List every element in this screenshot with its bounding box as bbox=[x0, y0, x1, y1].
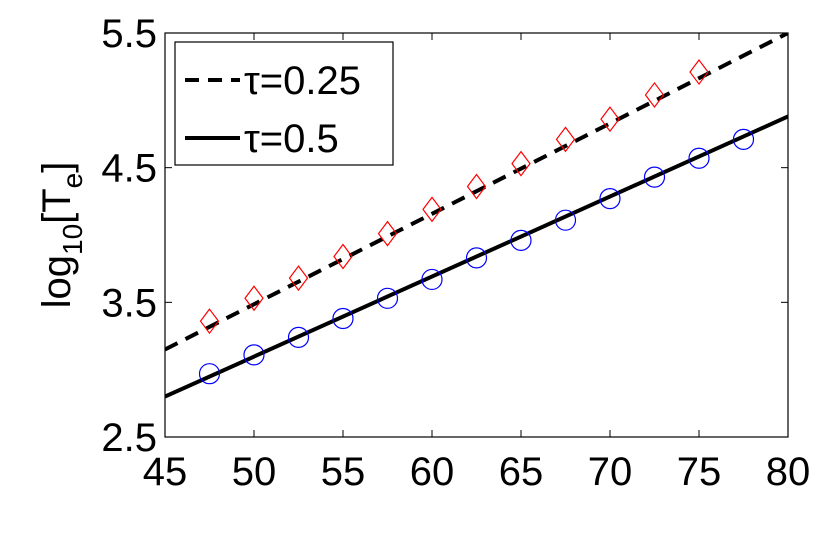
y-label-part: log bbox=[35, 255, 79, 308]
x-tick-label: 70 bbox=[588, 450, 633, 494]
marker bbox=[511, 150, 531, 177]
marker bbox=[600, 106, 620, 133]
marker bbox=[244, 285, 264, 312]
marker bbox=[732, 128, 755, 150]
y-label-part: ] bbox=[35, 162, 79, 173]
marker bbox=[422, 196, 442, 223]
marker bbox=[554, 209, 577, 231]
x-tick-label: 75 bbox=[677, 450, 722, 494]
x-tick-label: 65 bbox=[499, 450, 544, 494]
y-tick-label: 4.5 bbox=[101, 147, 157, 191]
x-tick-label: 55 bbox=[321, 450, 366, 494]
y-tick-label: 2.5 bbox=[101, 416, 157, 460]
x-tick-label: 50 bbox=[232, 450, 277, 494]
marker bbox=[199, 308, 220, 335]
x-tick-label: 80 bbox=[766, 450, 811, 494]
legend-label: τ=0.5 bbox=[244, 117, 339, 161]
y-label-part: e bbox=[57, 173, 88, 189]
series-line bbox=[165, 33, 788, 352]
marker bbox=[198, 363, 221, 385]
marker bbox=[644, 81, 665, 108]
y-label-part: [T bbox=[35, 188, 79, 224]
marker bbox=[377, 220, 398, 247]
plot-frame bbox=[164, 32, 789, 438]
marker bbox=[421, 268, 443, 291]
legend-box bbox=[174, 41, 394, 166]
y-label-part: 10 bbox=[57, 224, 88, 255]
x-tick-label: 60 bbox=[410, 450, 455, 494]
marker bbox=[333, 243, 353, 270]
marker bbox=[466, 173, 487, 200]
y-axis-label: log10[Te] bbox=[35, 162, 88, 309]
marker bbox=[688, 147, 710, 169]
marker bbox=[243, 344, 265, 366]
x-tick-label: 45 bbox=[143, 450, 188, 494]
marker bbox=[599, 188, 621, 210]
marker bbox=[510, 229, 532, 251]
marker bbox=[555, 126, 576, 153]
marker bbox=[288, 265, 309, 292]
legend-label: τ=0.25 bbox=[244, 59, 361, 103]
marker bbox=[643, 166, 666, 188]
marker bbox=[332, 307, 354, 330]
series-line bbox=[165, 114, 788, 399]
y-tick-label: 3.5 bbox=[101, 281, 157, 325]
marker bbox=[287, 326, 310, 348]
marker bbox=[376, 287, 399, 309]
marker bbox=[465, 247, 488, 269]
marker bbox=[689, 59, 709, 86]
y-tick-label: 5.5 bbox=[101, 12, 157, 56]
